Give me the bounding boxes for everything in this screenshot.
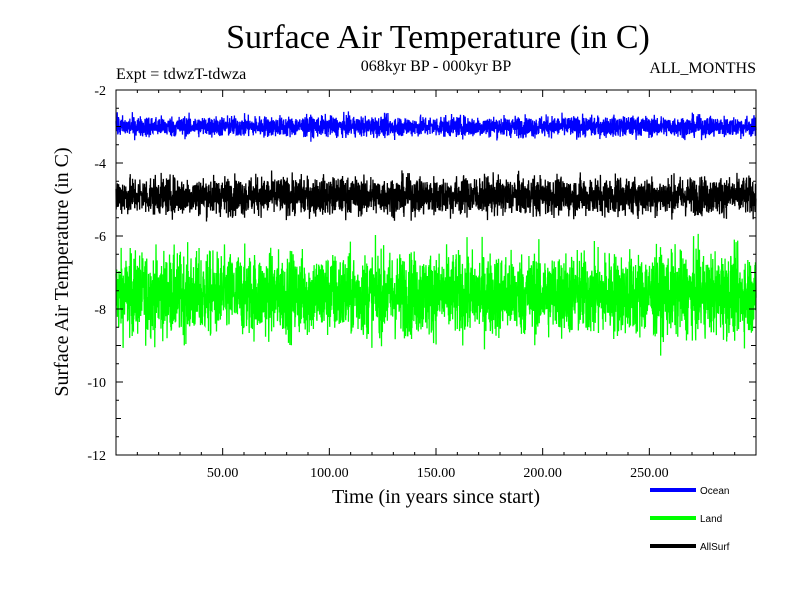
chart-title: Surface Air Temperature (in C) <box>226 19 650 56</box>
y-tick-label: -2 <box>94 84 106 99</box>
months-label: ALL_MONTHS <box>649 60 756 77</box>
y-tick-label: -6 <box>94 230 106 245</box>
legend-label-allsurf: AllSurf <box>700 542 730 553</box>
axis-layer: -2 -4 -6 -8 -10 -12 50.00 100.00 150.00 200.00 250… <box>87 84 756 481</box>
x-tick-label: 50.00 <box>207 466 239 481</box>
y-axis-label: Surface Air Temperature (in C) <box>51 147 73 396</box>
series-layer <box>115 111 757 356</box>
x-axis-label: Time (in years since start) <box>332 486 540 508</box>
y-tick-label: -10 <box>87 376 106 391</box>
y-tick-label: -12 <box>87 449 106 464</box>
legend: Ocean Land AllSurf <box>650 486 730 553</box>
experiment-label: Expt = tdwzT-tdwza <box>116 66 246 83</box>
y-tick-label: -4 <box>94 157 106 172</box>
x-tick-label: 100.00 <box>310 466 349 481</box>
series-line-ocean <box>115 111 757 142</box>
series-line-land <box>115 233 757 356</box>
y-tick-label: -8 <box>94 303 106 318</box>
x-tick-label: 200.00 <box>523 466 562 481</box>
x-tick-label: 150.00 <box>417 466 456 481</box>
legend-label-ocean: Ocean <box>700 486 729 497</box>
period-label: 068kyr BP - 000kyr BP <box>361 58 512 75</box>
x-tick-label: 250.00 <box>630 466 669 481</box>
series-line-allsurf <box>115 170 757 222</box>
legend-label-land: Land <box>700 514 722 525</box>
